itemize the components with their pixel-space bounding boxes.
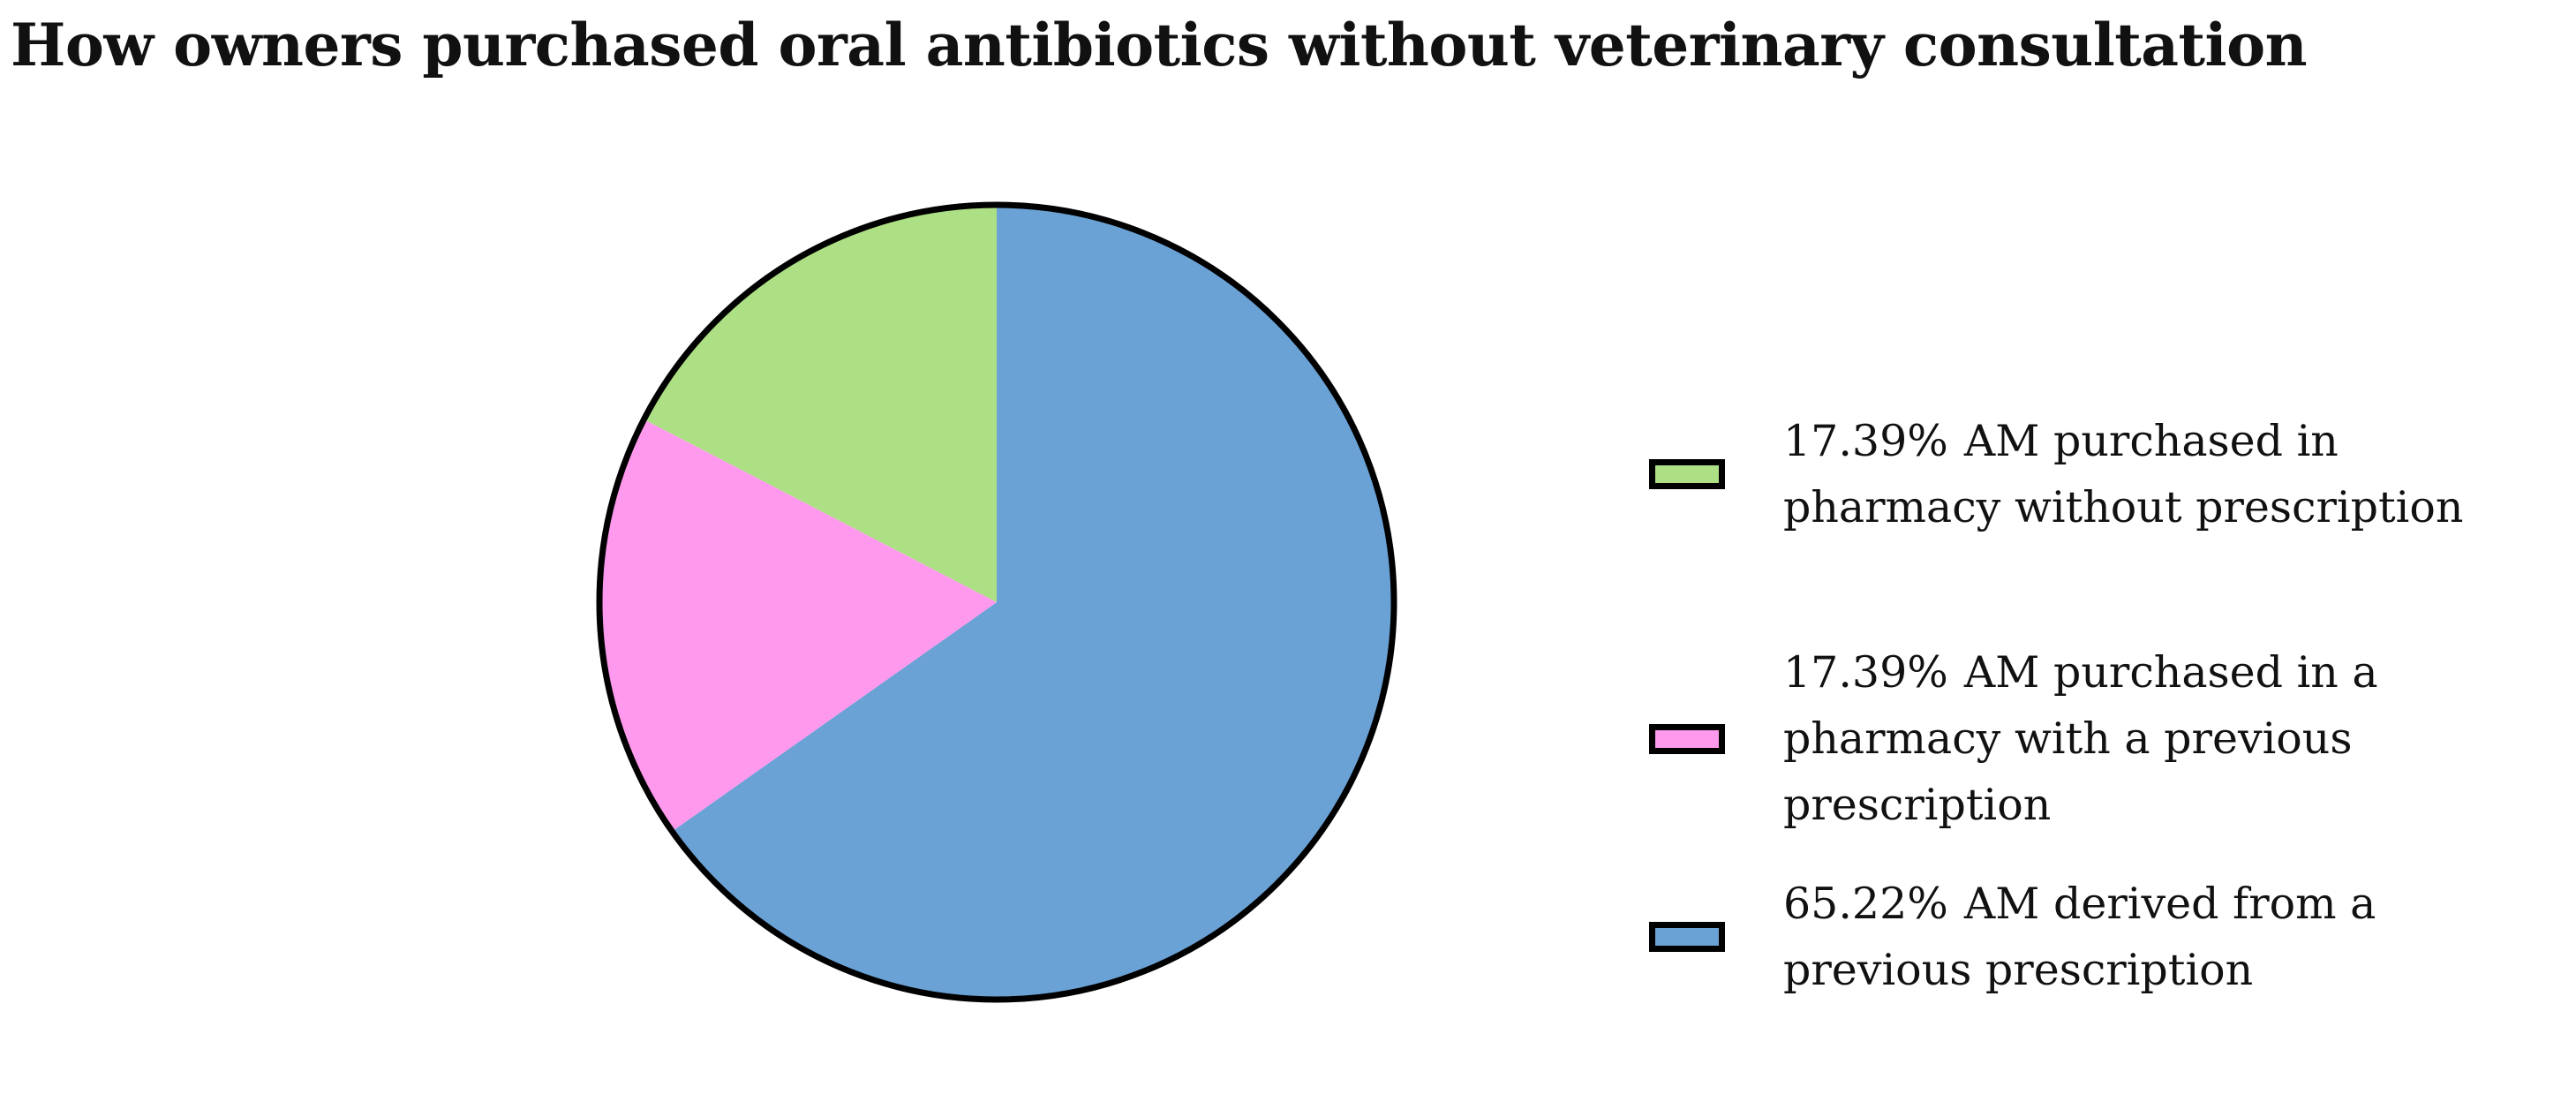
legend-swatch-no-prescription xyxy=(1649,459,1725,489)
pie-outline xyxy=(596,201,1397,1003)
pie-slices xyxy=(599,205,1394,1000)
legend-item-no-prescription: 17.39% AM purchased in pharmacy without p… xyxy=(1649,408,2567,639)
legend-swatch-derived-previous-prescription xyxy=(1649,922,1725,952)
pie-slice-1 xyxy=(599,419,997,832)
chart-title: How owners purchased oral antibiotics wi… xyxy=(11,11,2308,79)
legend-label-derived-previous-prescription: 65.22% AM derived from a previous prescri… xyxy=(1783,879,2376,995)
legend: 17.39% AM purchased in pharmacy without p… xyxy=(1649,408,2567,1102)
legend-item-derived-previous-prescription: 65.22% AM derived from a previous prescri… xyxy=(1649,871,2567,1102)
legend-swatch-previous-prescription-pharmacy xyxy=(1649,724,1725,754)
legend-item-previous-prescription-pharmacy: 17.39% AM purchased in a pharmacy with a … xyxy=(1649,639,2567,871)
legend-label-no-prescription: 17.39% AM purchased in pharmacy without p… xyxy=(1783,416,2464,532)
pie-slice-0 xyxy=(672,205,1394,1000)
pie-slice-2 xyxy=(644,205,997,602)
pie-chart xyxy=(596,201,1397,1003)
legend-label-previous-prescription-pharmacy: 17.39% AM purchased in a pharmacy with a … xyxy=(1783,647,2378,830)
